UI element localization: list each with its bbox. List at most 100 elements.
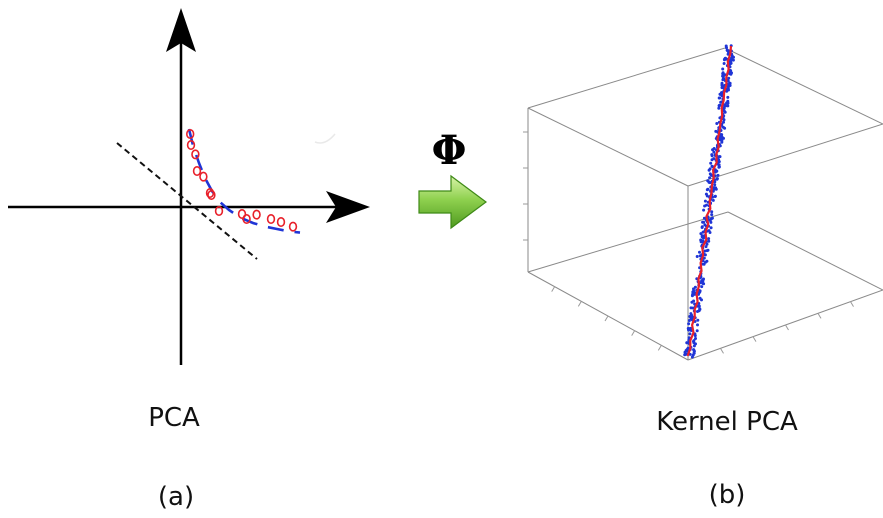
tick-mark bbox=[850, 301, 854, 307]
cloud-point bbox=[684, 349, 688, 352]
cloud-point bbox=[717, 155, 721, 159]
cloud-point bbox=[690, 294, 694, 298]
panel-b-kernel-pca-3d-plot bbox=[523, 44, 883, 361]
panel-a-label: (a) bbox=[158, 482, 194, 512]
cloud-point bbox=[702, 216, 706, 220]
cloud-point bbox=[714, 187, 718, 191]
cloud-point bbox=[726, 101, 730, 105]
data-point bbox=[207, 190, 216, 201]
cloud-point bbox=[724, 56, 727, 60]
cloud-point bbox=[718, 103, 722, 107]
tick-mark bbox=[551, 286, 556, 292]
tick-mark bbox=[604, 315, 609, 322]
cloud-point bbox=[706, 179, 710, 183]
cloud-point bbox=[700, 235, 704, 239]
cloud-point bbox=[726, 79, 730, 83]
tick-mark bbox=[720, 348, 724, 354]
cloud-point bbox=[717, 106, 721, 110]
cloud-point bbox=[721, 77, 725, 81]
cloud-point bbox=[683, 353, 687, 357]
panel-a-pca-plot bbox=[8, 8, 370, 365]
cloud-point bbox=[720, 138, 724, 142]
cloud-point bbox=[702, 208, 706, 212]
cloud-point bbox=[713, 180, 717, 184]
cloud-point bbox=[691, 306, 695, 310]
cloud-point bbox=[693, 292, 697, 296]
cloud-point bbox=[704, 192, 708, 196]
cloud-point bbox=[691, 290, 695, 294]
cloud-point bbox=[715, 122, 719, 125]
cloud-point bbox=[713, 183, 717, 187]
cloud-point bbox=[724, 44, 728, 48]
data-points bbox=[186, 129, 298, 232]
tick-mark bbox=[817, 313, 822, 319]
cloud-point bbox=[722, 109, 726, 113]
cloud-point bbox=[720, 91, 723, 95]
cloud-point bbox=[687, 336, 691, 340]
cloud-point bbox=[722, 120, 725, 124]
cloud-point bbox=[726, 95, 730, 99]
panel-b-label: (b) bbox=[709, 480, 746, 510]
panel-a-caption: PCA bbox=[148, 403, 200, 433]
cloud-point bbox=[718, 96, 722, 100]
kernel-pca-principal-line bbox=[686, 45, 733, 357]
cloud-point bbox=[688, 332, 692, 336]
cloud-point bbox=[709, 226, 713, 230]
cloud-point bbox=[692, 349, 696, 352]
cloud-point bbox=[710, 210, 714, 214]
cloud-point bbox=[712, 157, 716, 161]
cloud-point bbox=[727, 88, 730, 92]
cloud-point bbox=[706, 248, 710, 252]
nonlinear-principal-curve bbox=[187, 128, 301, 234]
cloud-point bbox=[727, 76, 731, 80]
faint-mark bbox=[314, 133, 336, 144]
cloud-point bbox=[689, 312, 693, 316]
cloud-point bbox=[732, 55, 735, 59]
cloud-point bbox=[700, 298, 703, 302]
pca-principal-line bbox=[116, 142, 258, 260]
cloud-point bbox=[706, 187, 710, 191]
cloud-point bbox=[707, 239, 711, 243]
cloud-point bbox=[729, 72, 733, 76]
cloud-point bbox=[715, 177, 719, 181]
tick-mark bbox=[752, 336, 757, 342]
data-point bbox=[186, 140, 196, 151]
cloud-point bbox=[695, 329, 699, 333]
cloud-point bbox=[707, 237, 711, 241]
cloud-point bbox=[702, 277, 705, 281]
cloud-point bbox=[722, 118, 726, 122]
phi-symbol: Φ bbox=[432, 127, 467, 174]
cloud-point bbox=[701, 262, 705, 266]
cloud-point bbox=[708, 218, 712, 222]
cloud-point bbox=[708, 231, 712, 234]
cloud-point bbox=[700, 226, 704, 229]
cloud-point bbox=[692, 287, 695, 291]
cloud-point bbox=[693, 334, 697, 338]
cloud-point bbox=[704, 245, 708, 249]
cloud-point bbox=[705, 242, 709, 246]
cloud-point bbox=[708, 181, 712, 185]
cloud-point bbox=[708, 176, 712, 180]
tick-mark bbox=[657, 345, 662, 351]
tick-mark bbox=[785, 324, 789, 331]
data-point bbox=[288, 221, 298, 232]
cloud-point bbox=[710, 153, 714, 157]
cloud-point bbox=[726, 104, 730, 108]
cloud-point bbox=[710, 216, 714, 220]
cloud-point bbox=[720, 83, 724, 87]
data-point bbox=[242, 214, 251, 225]
cloud-point bbox=[696, 323, 699, 327]
cloud-point bbox=[699, 240, 703, 244]
data-point bbox=[192, 166, 202, 177]
data-point bbox=[266, 214, 276, 225]
cloud-point bbox=[695, 255, 699, 258]
cloud-point bbox=[687, 328, 690, 332]
cloud-point bbox=[709, 161, 713, 165]
cloud-point bbox=[703, 199, 707, 203]
cloud-point bbox=[722, 62, 726, 65]
cloud-point bbox=[716, 173, 720, 177]
y-axis-arrowhead-icon bbox=[166, 8, 196, 52]
cloud-point bbox=[712, 186, 716, 190]
cloud-point bbox=[694, 337, 697, 340]
